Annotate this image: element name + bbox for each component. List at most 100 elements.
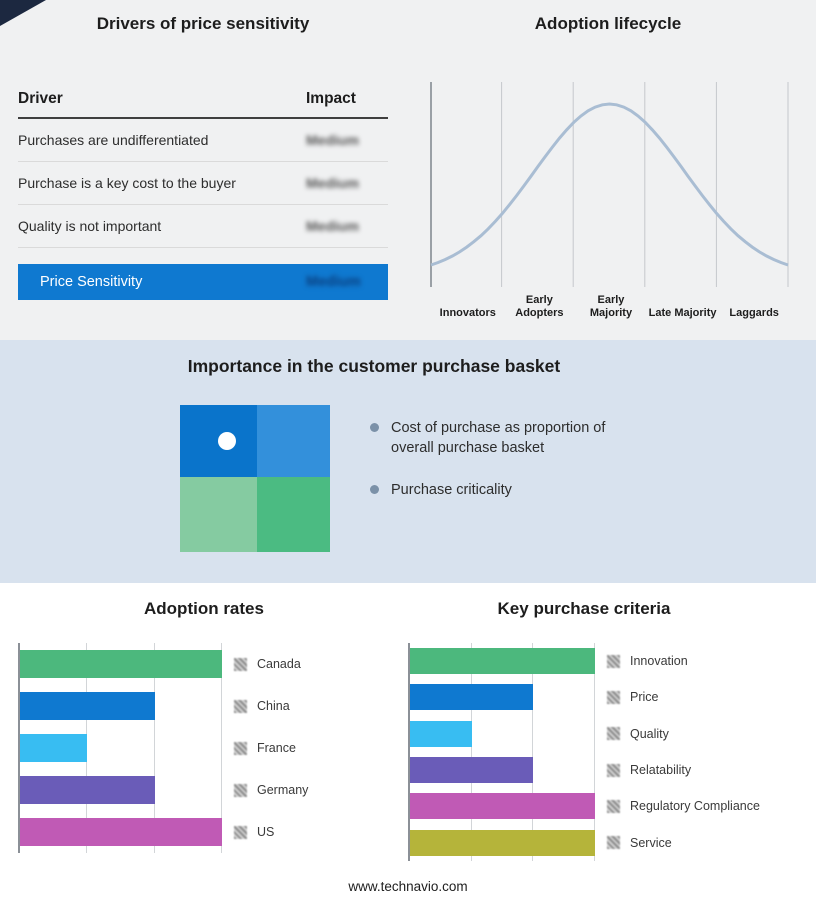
basket-bullets: Cost of purchase as proportion of overal… — [370, 418, 622, 522]
lifecycle-stage-labels: Innovators Early Adopters Early Majority La… — [430, 294, 796, 320]
legend-item: Quality — [607, 727, 760, 741]
price-sensitivity-row: Price Sensitivity Medium — [18, 264, 388, 300]
legend-swatch-icon — [234, 825, 247, 839]
impact-cell-redacted: Medium — [306, 218, 359, 234]
top-section: Drivers of price sensitivity Driver Impa… — [0, 0, 816, 340]
bullet-item: Cost of purchase as proportion of overal… — [370, 418, 622, 458]
legend-item: Relatability — [607, 763, 760, 777]
legend-swatch-icon — [607, 836, 620, 850]
legend-item: Regulatory Compliance — [607, 799, 760, 813]
legend-swatch-icon — [234, 657, 247, 671]
legend-swatch-icon — [607, 690, 620, 704]
legend-item: China — [234, 699, 308, 713]
impact-cell-redacted: Medium — [306, 175, 359, 191]
gridline — [470, 643, 472, 861]
legend-label: Canada — [257, 657, 301, 671]
lifecycle-stage-label: Late Majority — [648, 307, 717, 320]
lifecycle-stage-label: Laggards — [729, 307, 779, 320]
bar-china — [20, 692, 155, 720]
adoption-rates-legend: Canada China France Germany US — [234, 643, 308, 853]
table-row: Quality is not important Medium — [18, 205, 388, 248]
legend-label: Germany — [257, 783, 309, 797]
bar-france — [20, 734, 88, 762]
gridline — [221, 643, 222, 853]
quadrant-cell-bottom-right — [257, 477, 330, 552]
legend-label: Service — [630, 835, 672, 850]
lifecycle-chart: Innovators Early Adopters Early Majority La… — [420, 82, 796, 320]
driver-cell: Quality is not important — [18, 218, 162, 234]
corner-accent — [0, 0, 46, 26]
footer-url: www.technavio.com — [348, 879, 468, 894]
bar-regulatory-compliance — [410, 793, 595, 820]
bar-germany — [20, 776, 155, 804]
lifecycle-curve-svg — [430, 82, 789, 287]
bottom-section: Adoption rates Canada China France Germany U… — [0, 583, 816, 902]
legend-label: US — [257, 825, 275, 839]
key-criteria-plot — [408, 643, 595, 861]
bullet-icon — [370, 485, 379, 494]
legend-swatch-icon — [234, 741, 247, 755]
legend-swatch-icon — [234, 699, 247, 713]
driver-cell: Purchases are undifferentiated — [18, 132, 209, 148]
lifecycle-panel: Adoption lifecycle Innovators Early Adopt… — [420, 14, 796, 320]
bar-relatability — [410, 757, 534, 784]
legend-item: Canada — [234, 657, 308, 671]
legend-label: Quality — [630, 726, 669, 741]
gridline — [594, 643, 595, 861]
table-row: Purchases are undifferentiated Medium — [18, 119, 388, 162]
legend-item: Service — [607, 836, 760, 850]
quadrant-graphic — [180, 405, 330, 552]
legend-swatch-icon — [607, 727, 620, 741]
legend-swatch-icon — [607, 654, 620, 668]
legend-item: Germany — [234, 783, 308, 797]
legend-label: Regulatory Compliance — [630, 799, 760, 814]
position-dot — [218, 432, 236, 450]
bar-canada — [20, 650, 222, 678]
driver-cell: Purchase is a key cost to the buyer — [18, 175, 236, 191]
bullet-item: Purchase criticality — [370, 480, 622, 500]
basket-title: Importance in the customer purchase bask… — [187, 356, 561, 376]
bar-price — [410, 684, 534, 711]
bullet-text: Purchase criticality — [391, 482, 512, 498]
key-criteria-chart: Key purchase criteria Innovation Price Qua… — [408, 599, 760, 861]
legend-label: China — [257, 699, 290, 713]
drivers-table-header: Driver Impact — [18, 90, 388, 119]
legend-swatch-icon — [607, 799, 620, 813]
legend-swatch-icon — [607, 763, 620, 777]
legend-swatch-icon — [234, 783, 247, 797]
table-row: Purchase is a key cost to the buyer Medi… — [18, 162, 388, 205]
legend-item: Innovation — [607, 654, 760, 668]
drivers-panel: Drivers of price sensitivity Driver Impa… — [18, 14, 388, 300]
lifecycle-stage-label: Early Adopters — [515, 294, 564, 320]
bar-quality — [410, 720, 472, 747]
gridline — [153, 643, 155, 853]
impact-cell-redacted: Medium — [306, 132, 359, 148]
drivers-title: Drivers of price sensitivity — [96, 14, 310, 33]
legend-label: France — [257, 741, 296, 755]
legend-item: France — [234, 741, 308, 755]
gridline — [532, 643, 534, 861]
adoption-rates-chart: Adoption rates Canada China France Germany U… — [18, 599, 390, 853]
bar-service — [410, 829, 595, 856]
key-criteria-legend: Innovation Price Quality Relatability Regula… — [607, 643, 760, 861]
legend-label: Relatability — [630, 763, 692, 778]
bell-curve — [430, 102, 789, 267]
driver-column-header: Driver — [18, 90, 63, 107]
lifecycle-title: Adoption lifecycle — [534, 14, 682, 33]
purchase-basket-section: Importance in the customer purchase bask… — [0, 340, 816, 583]
price-sensitivity-label: Price Sensitivity — [40, 274, 143, 290]
impact-column-header: Impact — [306, 90, 356, 107]
impact-cell-redacted: Medium — [306, 274, 361, 290]
legend-label: Innovation — [630, 654, 688, 669]
legend-label: Price — [630, 690, 659, 705]
quadrant-cell-top-right — [257, 405, 330, 478]
bar-us — [20, 818, 222, 846]
legend-item: US — [234, 825, 308, 839]
lifecycle-stage-label: Innovators — [439, 307, 496, 320]
adoption-rates-plot — [18, 643, 222, 853]
quadrant-cell-top-left — [180, 405, 258, 478]
bar-innovation — [410, 648, 595, 675]
key-criteria-title: Key purchase criteria — [497, 599, 671, 618]
bullet-icon — [370, 423, 379, 432]
